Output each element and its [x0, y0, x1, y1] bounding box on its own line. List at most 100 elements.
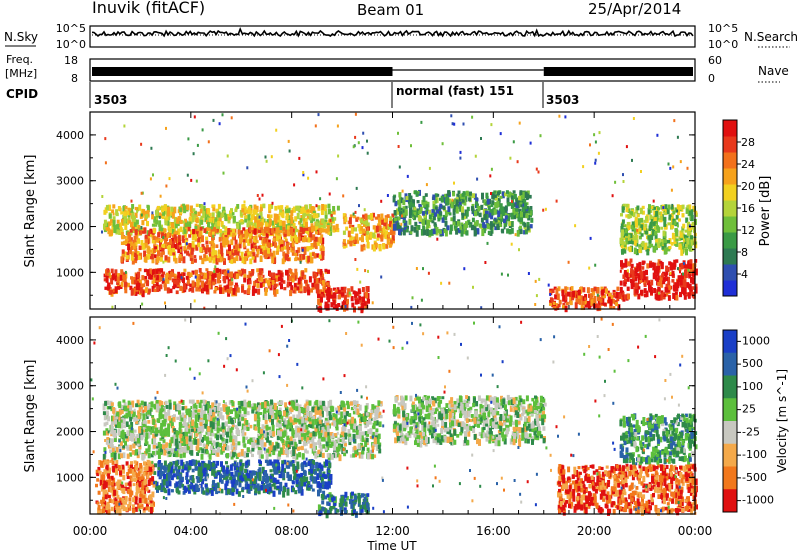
- heatmap-cell: [630, 225, 634, 230]
- heatmap-cell: [171, 269, 174, 273]
- heatmap-cell: [197, 448, 201, 453]
- heatmap-cell: [564, 286, 568, 294]
- heatmap-cell: [163, 234, 167, 238]
- heatmap-cell: [671, 224, 674, 229]
- heatmap-cell: [226, 250, 230, 255]
- heatmap-cell: [336, 228, 340, 233]
- heatmap-cell: [177, 235, 181, 243]
- heatmap-cell: [303, 286, 307, 294]
- heatmap-cell: [158, 413, 162, 419]
- heatmap-cell: [436, 237, 439, 241]
- heatmap-cell: [650, 290, 653, 295]
- heatmap-cell: [286, 208, 290, 214]
- heatmap-cell: [639, 207, 643, 215]
- heatmap-cell: [538, 277, 541, 281]
- heatmap-cell: [289, 425, 293, 429]
- heatmap-cell: [372, 422, 376, 429]
- heatmap-cell: [510, 204, 514, 209]
- heatmap-cell: [130, 243, 134, 251]
- heatmap-cell: [497, 191, 500, 196]
- heatmap-cell: [630, 211, 633, 215]
- heatmap-cell: [320, 296, 323, 303]
- heatmap-cell: [208, 212, 212, 217]
- heatmap-cell: [264, 278, 268, 284]
- colorbar-tick-label: 16: [741, 202, 755, 215]
- heatmap-cell: [336, 205, 340, 211]
- heatmap-cell: [326, 420, 330, 424]
- heatmap-cell: [138, 445, 142, 450]
- heatmap-cell: [246, 447, 250, 453]
- heatmap-cell: [466, 206, 470, 212]
- heatmap-cell: [683, 295, 687, 300]
- heatmap-cell: [112, 219, 116, 227]
- heatmap-cell: [649, 221, 653, 229]
- heatmap-cell: [365, 286, 369, 292]
- heatmap-cell: [499, 132, 502, 136]
- heatmap-cell: [148, 426, 151, 432]
- heatmap-cell: [145, 239, 149, 243]
- heatmap-cell: [265, 159, 268, 163]
- heatmap-cell: [119, 227, 123, 234]
- heatmap-cell: [205, 438, 209, 442]
- heatmap-cell: [227, 228, 231, 235]
- heatmap-cell: [621, 240, 625, 246]
- heatmap-cell: [670, 222, 674, 228]
- heatmap-cell: [372, 232, 376, 238]
- heatmap-cell: [249, 449, 253, 454]
- heatmap-cell: [194, 225, 198, 230]
- heatmap-cell: [510, 227, 514, 234]
- heatmap-cell: [132, 287, 136, 295]
- heatmap-cell: [226, 428, 230, 433]
- heatmap-cell: [414, 221, 418, 227]
- heatmap-cell: [113, 228, 117, 234]
- heatmap-cell: [386, 214, 390, 218]
- heatmap-cell: [490, 203, 494, 208]
- heatmap-cell: [248, 223, 252, 230]
- heatmap-cell: [159, 437, 163, 441]
- heatmap-cell: [683, 262, 685, 265]
- heatmap-cell: [168, 415, 172, 421]
- heatmap-cell: [476, 228, 480, 235]
- heatmap-cell: [614, 291, 618, 299]
- heatmap-cell: [101, 230, 103, 234]
- heatmap-cell: [122, 452, 126, 459]
- heatmap-cell: [694, 268, 698, 276]
- heatmap-cell: [356, 240, 359, 244]
- heatmap-cell: [198, 268, 202, 273]
- heatmap-cell: [155, 216, 158, 222]
- heatmap-cell: [258, 273, 262, 278]
- heatmap-cell: [191, 270, 195, 275]
- heatmap-cell: [686, 282, 690, 288]
- heatmap-cell: [652, 221, 656, 226]
- heatmap-cell: [163, 206, 167, 212]
- heatmap-cell: [609, 299, 613, 306]
- heatmap-cell: [164, 255, 168, 261]
- heatmap-cell: [448, 281, 451, 285]
- heatmap-cell: [191, 280, 195, 287]
- heatmap-cell: [361, 303, 365, 309]
- heatmap-cell: [487, 205, 491, 211]
- heatmap-cell: [517, 216, 521, 222]
- heatmap-cell: [322, 221, 326, 229]
- heatmap-cell: [318, 437, 322, 443]
- heatmap-cell: [285, 269, 288, 276]
- heatmap-cell: [315, 226, 319, 231]
- heatmap-cell: [471, 210, 474, 214]
- heatmap-cell: [278, 282, 282, 286]
- heatmap-cell: [152, 248, 156, 253]
- heatmap-cell: [206, 257, 210, 261]
- heatmap-cell: [110, 439, 113, 447]
- heatmap-cell: [312, 206, 316, 213]
- heatmap-cell: [258, 197, 261, 201]
- heatmap-cell: [277, 205, 281, 210]
- heatmap-cell: [471, 193, 475, 198]
- heatmap-cell: [674, 207, 678, 213]
- heatmap-cell: [124, 205, 128, 210]
- heatmap-cell: [211, 224, 215, 228]
- heatmap-cell: [235, 273, 239, 280]
- heatmap-cell: [379, 234, 383, 239]
- heatmap-cell: [589, 293, 593, 299]
- heatmap-cell: [151, 214, 155, 220]
- heatmap-cell: [205, 244, 209, 251]
- heatmap-cell: [254, 216, 258, 223]
